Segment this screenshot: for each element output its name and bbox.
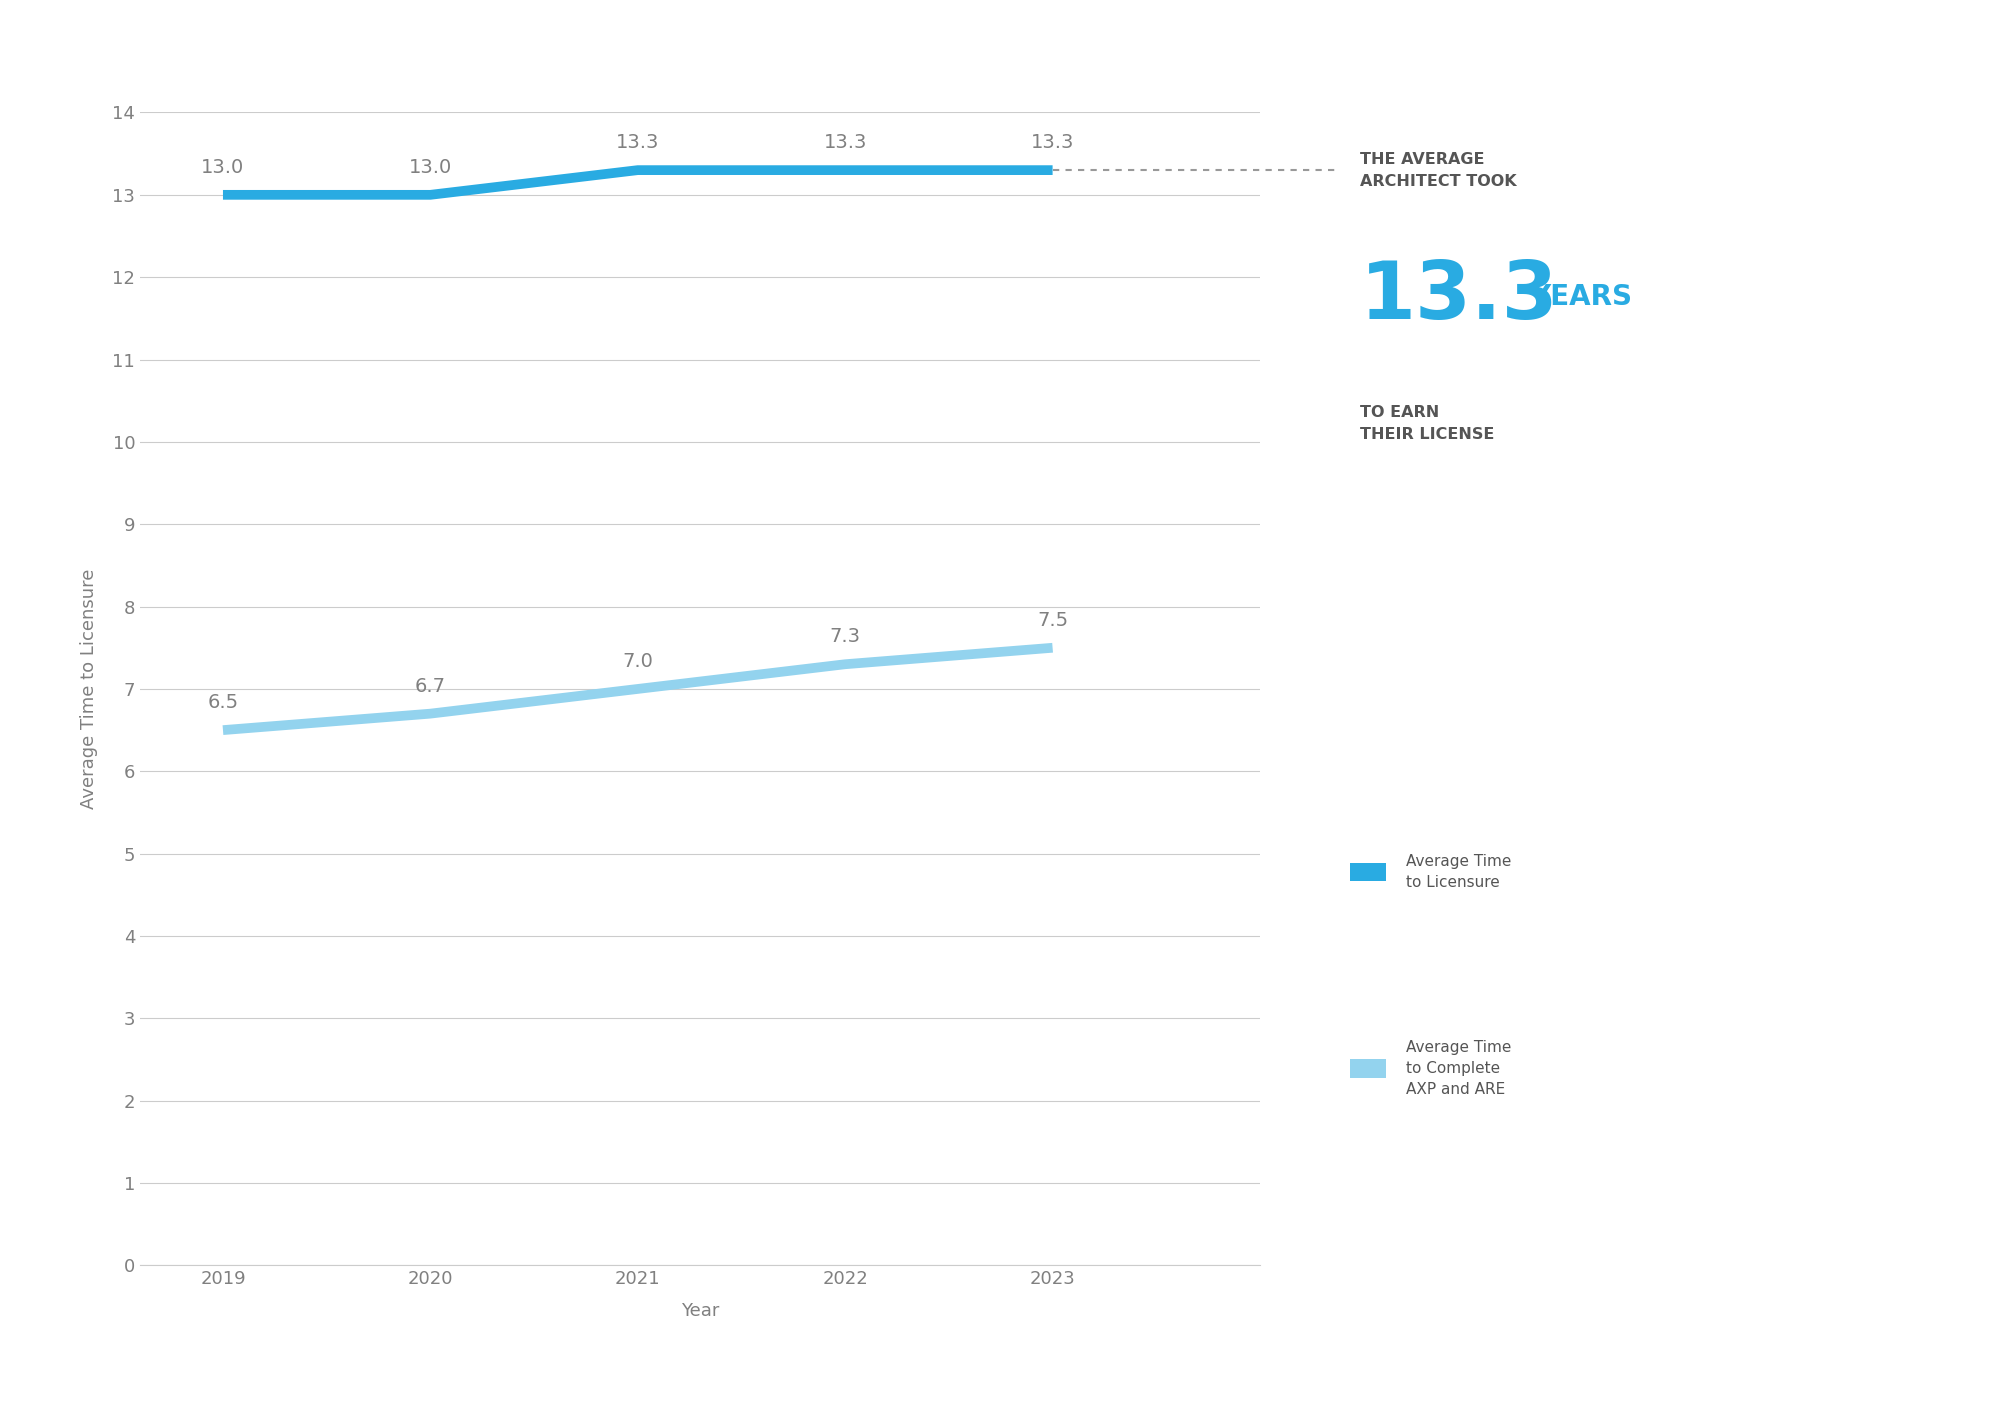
Text: THE AVERAGE
ARCHITECT TOOK: THE AVERAGE ARCHITECT TOOK: [1360, 152, 1516, 188]
Text: 6.7: 6.7: [414, 676, 446, 696]
Text: YEARS: YEARS: [1530, 283, 1632, 311]
Text: Average Time
to Complete
AXP and ARE: Average Time to Complete AXP and ARE: [1406, 1040, 1512, 1097]
X-axis label: Year: Year: [680, 1302, 720, 1320]
Text: 13.0: 13.0: [202, 157, 244, 177]
Text: TO EARN
THEIR LICENSE: TO EARN THEIR LICENSE: [1360, 405, 1494, 441]
Text: 7.0: 7.0: [622, 652, 654, 671]
Text: 13.0: 13.0: [408, 157, 452, 177]
Text: 13.3: 13.3: [616, 134, 660, 152]
Text: Average Time
to Licensure: Average Time to Licensure: [1406, 853, 1512, 890]
Text: 7.3: 7.3: [830, 627, 860, 647]
Text: 13.3: 13.3: [1360, 257, 1558, 336]
Text: 13.3: 13.3: [1030, 134, 1074, 152]
Text: 6.5: 6.5: [208, 693, 238, 711]
Text: 13.3: 13.3: [824, 134, 866, 152]
Y-axis label: Average Time to Licensure: Average Time to Licensure: [80, 569, 98, 808]
Text: 7.5: 7.5: [1038, 610, 1068, 630]
